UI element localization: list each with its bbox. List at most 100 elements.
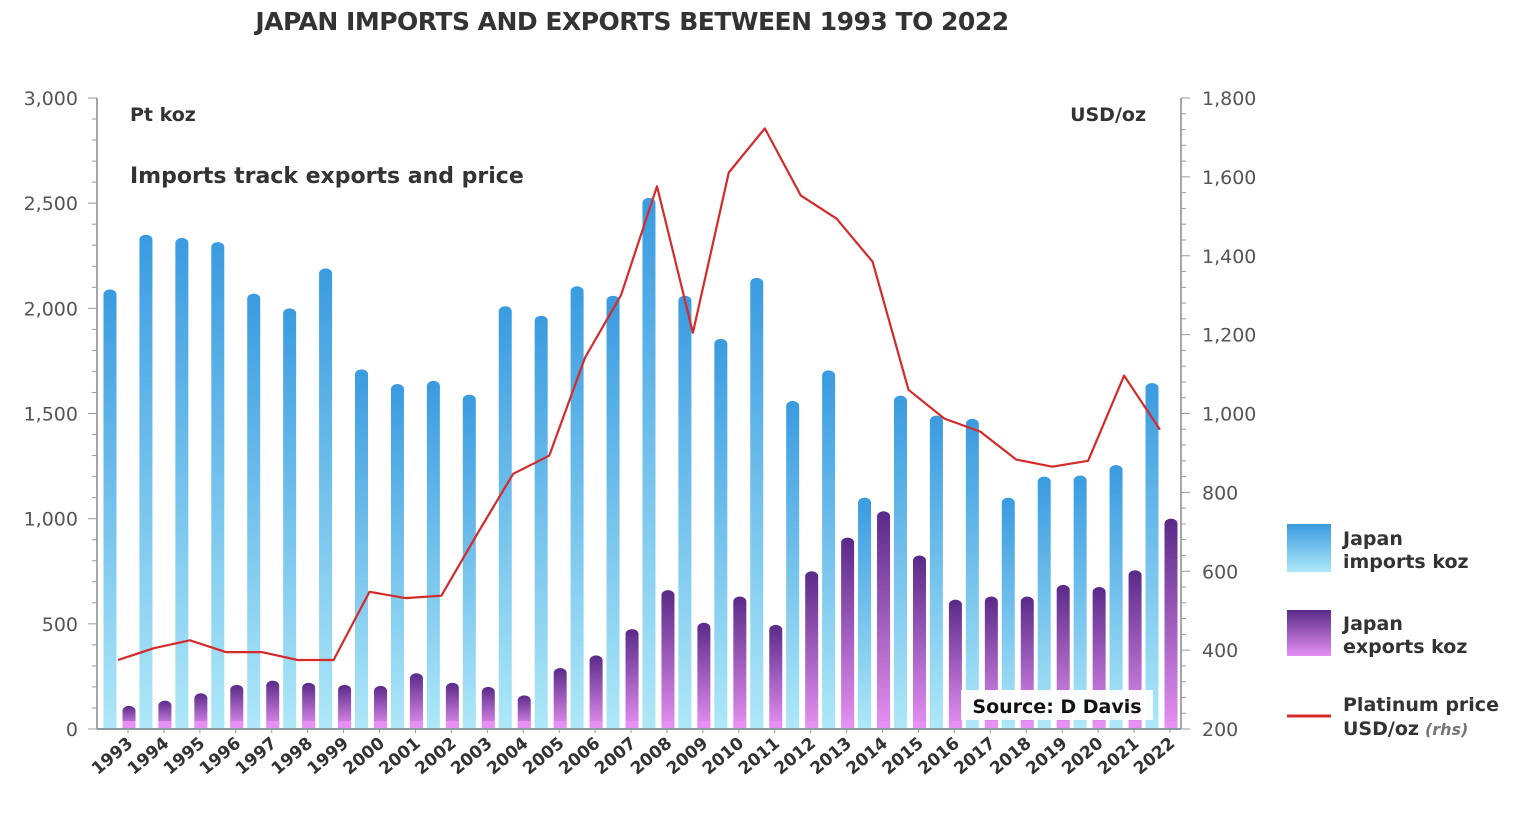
export-bar <box>445 682 459 729</box>
export-bar <box>1128 570 1142 729</box>
import-bar-base <box>714 721 728 729</box>
export-bar <box>409 673 423 729</box>
export-bar <box>481 686 495 729</box>
import-bar <box>426 380 440 729</box>
left-tick-label: 3,000 <box>24 88 78 110</box>
export-bar-base <box>553 721 567 729</box>
legend-price-label-1: Platinum price <box>1343 694 1499 716</box>
import-bar <box>103 289 117 729</box>
export-bar-base <box>625 721 639 729</box>
import-bar <box>1073 475 1087 729</box>
legend: Japan imports koz Japan exports koz Plat… <box>1287 524 1499 740</box>
export-bar-base <box>805 721 819 729</box>
import-bar-base <box>822 721 836 729</box>
export-bar <box>230 684 244 729</box>
left-tick-label: 1,000 <box>24 509 78 531</box>
import-bar-base <box>247 721 261 729</box>
import-bar-base <box>570 721 584 729</box>
right-tick-label: 1,600 <box>1202 167 1256 189</box>
export-bar-base <box>589 721 603 729</box>
export-bar <box>194 693 208 729</box>
right-tick-label: 600 <box>1202 561 1238 583</box>
right-tick-label: 800 <box>1202 482 1238 504</box>
export-bar <box>733 596 747 729</box>
export-bar-base <box>841 721 855 729</box>
import-bar <box>1145 383 1159 729</box>
legend-imports-swatch <box>1287 524 1331 572</box>
export-bar-base <box>1020 721 1034 729</box>
right-tick-label: 1,400 <box>1202 246 1256 268</box>
export-bar-base <box>661 721 675 729</box>
export-bar <box>769 624 783 729</box>
export-bar <box>877 511 891 729</box>
source-box <box>961 690 1153 720</box>
import-bar-base <box>462 721 476 729</box>
import-bar <box>534 315 548 729</box>
import-bar <box>642 197 656 730</box>
export-bar-base <box>302 721 316 729</box>
import-bar <box>498 306 512 729</box>
export-bar <box>589 655 603 729</box>
export-bar <box>374 685 388 729</box>
export-bar-base <box>948 721 962 729</box>
right-axis-ticks: 200 400 600 800 1,000 1,200 1,400 1,600 1,800 <box>1181 88 1256 741</box>
legend-exports-label-2: exports koz <box>1343 636 1467 658</box>
chart-title: JAPAN IMPORTS AND EXPORTS BETWEEN 1993 T… <box>253 7 1008 36</box>
import-bar-base <box>642 721 656 729</box>
import-bar <box>606 295 620 729</box>
import-bar-base <box>965 721 979 729</box>
import-bar-base <box>786 721 800 729</box>
export-bar <box>912 555 926 729</box>
export-bar <box>625 629 639 729</box>
export-bar-base <box>1164 721 1178 729</box>
import-bar <box>319 268 333 729</box>
export-bar <box>338 684 352 729</box>
import-bar-base <box>534 721 548 729</box>
export-bar <box>302 682 316 729</box>
right-tick-label: 1,000 <box>1202 404 1256 426</box>
export-bar <box>841 537 855 729</box>
import-bar-base <box>283 721 297 729</box>
left-tick-label: 0 <box>66 719 78 741</box>
right-axis-unit: USD/oz <box>1070 104 1146 126</box>
legend-price-suffix: (rhs) <box>1425 720 1468 739</box>
right-tick-label: 200 <box>1202 719 1238 741</box>
export-bar-base <box>194 721 208 729</box>
import-bar <box>175 237 189 729</box>
import-bar <box>714 338 728 729</box>
x-tick-label: 2022 <box>1130 734 1179 780</box>
export-bar-base <box>230 721 244 729</box>
legend-exports-label-1: Japan <box>1341 613 1403 635</box>
source-label: Source: D Davis <box>972 696 1141 718</box>
export-bar-base <box>984 721 998 729</box>
legend-price-unit: USD/oz <box>1343 718 1419 740</box>
export-bar-base <box>445 721 459 729</box>
import-bar-base <box>355 721 369 729</box>
import-bar <box>390 384 404 729</box>
import-bar-base <box>211 721 225 729</box>
x-axis-ticks: 1993199419951996199719981999200020012002… <box>88 729 1179 779</box>
import-bar <box>1109 465 1123 729</box>
import-bar-base <box>319 721 333 729</box>
platinum-price-line <box>117 127 1161 662</box>
import-bar <box>822 370 836 729</box>
import-bar <box>786 400 800 729</box>
export-bar-base <box>769 721 783 729</box>
export-bar <box>805 571 819 729</box>
export-bar-base <box>1056 721 1070 729</box>
export-bar <box>553 668 567 729</box>
import-bar <box>678 295 692 729</box>
import-bar-base <box>1073 721 1087 729</box>
import-bar-base <box>426 721 440 729</box>
left-axis-unit: Pt koz <box>130 104 196 126</box>
import-bar-base <box>1001 721 1015 729</box>
right-tick-label: 1,200 <box>1202 325 1256 347</box>
import-bar <box>355 369 369 729</box>
export-bar-base <box>374 721 388 729</box>
chart-subtitle: Imports track exports and price <box>130 164 524 189</box>
export-bar-base <box>338 721 352 729</box>
export-bar <box>948 599 962 729</box>
import-bar <box>929 415 943 729</box>
price-line-layer <box>117 127 1161 662</box>
